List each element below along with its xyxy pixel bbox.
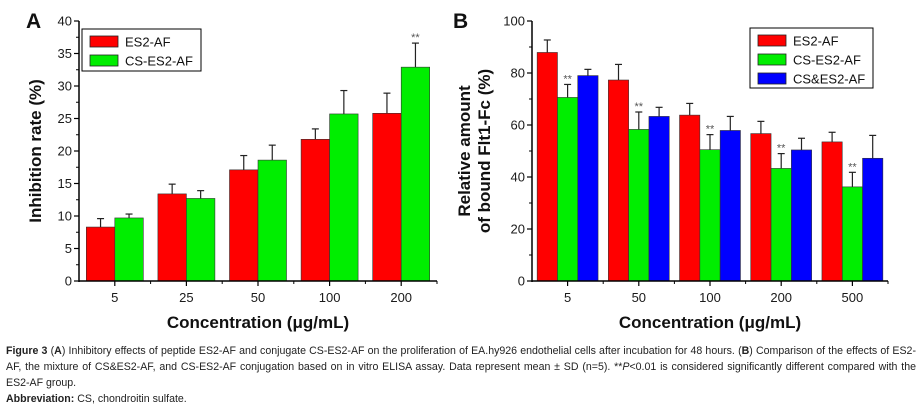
bar [821,141,843,282]
y-tick-label: 40 [58,14,72,29]
bar [86,226,116,282]
figure-label: Figure 3 [6,345,48,357]
caption-paragraph: Figure 3 (A) Inhibitory effects of pepti… [6,345,916,389]
bar [862,157,884,282]
bar [791,149,812,282]
legend-label: ES2-AF [125,35,171,50]
abbreviation-line: Abbreviation: CS, chondroitin sulfate. [6,391,916,407]
bar [372,113,402,282]
chart-b-y-axis-title-line1: Relative amount [455,85,474,217]
caption-part-a-text: Inhibitory effects of peptide ES2-AF and… [68,345,742,357]
chart-a: A 0 5 10 15 20 25 30 35 40 ** 5 25 50 100 200 Inhibi… [26,10,438,332]
legend-swatch [757,53,787,66]
x-tick-label: 200 [390,290,412,305]
x-tick-label: 25 [179,290,193,305]
y-tick-label: 25 [58,111,72,126]
legend-swatch [89,35,119,48]
bar [157,193,187,282]
chart-b: B 0 20 40 60 80 100 ** ** ** ** ** 5 50 100 200 500 R… [453,10,889,332]
caption-part-a-label: A [54,345,62,357]
x-tick-label: 5 [564,290,571,305]
significance-marker: ** [411,32,420,44]
bar [770,168,792,282]
chart-a-x-axis-title: Concentration (μg/mL) [167,313,349,332]
chart-a-bars: ** [86,32,431,282]
bar [536,52,558,282]
bar [648,116,670,282]
y-tick-label: 60 [511,118,525,133]
caption-part-b-text: ) Comparison of the effects of ES2-AF, t… [6,345,916,373]
figure-caption: Figure 3 (A) Inhibitory effects of pepti… [6,343,916,407]
y-tick-label: 30 [58,79,72,94]
y-tick-label: 100 [503,14,525,29]
legend-label: CS-ES2-AF [125,54,193,69]
x-tick-label: 50 [632,290,646,305]
chart-b-x-axis: 5 50 100 200 500 [532,280,889,305]
y-tick-label: 5 [65,241,72,256]
bar [719,130,741,282]
y-tick-label: 20 [511,222,525,237]
y-tick-label: 10 [58,209,72,224]
chart-b-y-ticks: 0 20 40 60 80 100 [503,14,533,289]
bar [257,159,287,282]
y-tick-label: 80 [511,66,525,81]
y-tick-label: 20 [58,144,72,159]
chart-b-bars: ** ** ** ** ** [536,39,884,282]
x-tick-label: 100 [319,290,341,305]
bar [699,149,721,282]
caption-part-b-label: B [741,345,750,357]
y-tick-label: 15 [58,176,72,191]
significance-marker: ** [563,73,572,85]
legend-label: CS&ES2-AF [793,72,865,87]
y-tick-label: 0 [518,274,525,289]
caption-p-italic: P [622,361,630,373]
panel-label-a: A [26,10,41,33]
panel-label-b: B [453,10,468,33]
legend-label: ES2-AF [793,34,839,49]
bar [114,217,144,282]
bar [750,133,772,282]
legend-swatch [757,72,787,85]
x-tick-label: 200 [770,290,792,305]
chart-b-y-axis-title-line2: of bound Flt1-Fc (%) [475,69,494,233]
x-tick-label: 100 [699,290,721,305]
significance-marker: ** [848,161,857,173]
x-tick-label: 500 [842,290,864,305]
significance-marker: ** [635,101,644,113]
y-tick-label: 40 [511,170,525,185]
bar [628,129,650,282]
legend-label: CS-ES2-AF [793,53,861,68]
chart-b-x-axis-title: Concentration (μg/mL) [619,313,801,332]
significance-marker: ** [706,124,715,136]
x-tick-label: 50 [251,290,265,305]
chart-a-y-axis-title: Inhibition rate (%) [26,79,45,223]
chart-b-legend: ES2-AF CS-ES2-AF CS&ES2-AF [749,27,874,89]
significance-marker: ** [777,143,786,155]
bar [400,66,431,282]
abbreviation-label: Abbreviation: [6,393,75,405]
caption-sig-text: <0.01 is considered significantly differ… [6,361,916,389]
bar [229,169,259,282]
legend-swatch [757,34,787,47]
y-tick-label: 0 [65,274,72,289]
x-tick-label: 5 [111,290,118,305]
bar [557,97,579,282]
bar [577,75,599,282]
chart-a-y-ticks: 0 5 10 15 20 25 30 35 40 [58,14,80,289]
bar [186,198,216,282]
abbreviation-text: CS, chondroitin sulfate. [74,393,187,405]
y-tick-label: 35 [58,46,72,61]
bar [329,113,359,282]
bar [608,79,629,282]
bar [841,186,863,282]
bar [679,114,701,282]
chart-a-legend: ES2-AF CS-ES2-AF [81,28,202,72]
bar [300,139,330,282]
chart-a-x-axis: 5 25 50 100 200 [79,280,438,305]
legend-swatch [89,54,119,67]
